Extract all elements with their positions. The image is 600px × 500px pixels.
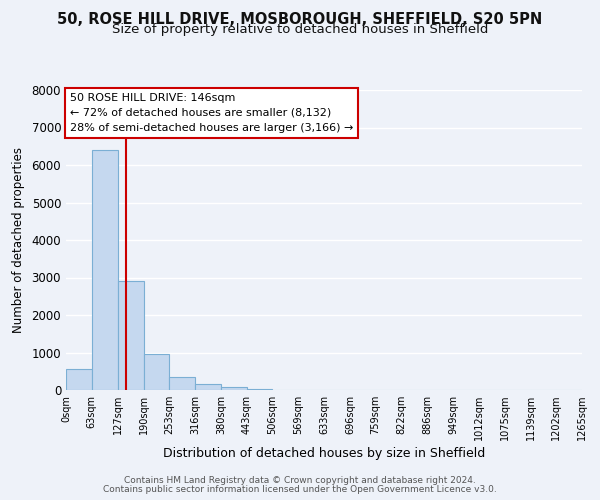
Bar <box>118 280 143 390</box>
Y-axis label: Number of detached properties: Number of detached properties <box>11 147 25 333</box>
Text: 50 ROSE HILL DRIVE: 146sqm
← 72% of detached houses are smaller (8,132)
28% of s: 50 ROSE HILL DRIVE: 146sqm ← 72% of deta… <box>70 93 353 132</box>
Bar <box>195 384 221 390</box>
Text: 50, ROSE HILL DRIVE, MOSBOROUGH, SHEFFIELD, S20 5PN: 50, ROSE HILL DRIVE, MOSBOROUGH, SHEFFIE… <box>58 12 542 28</box>
Bar <box>92 150 118 390</box>
Text: Contains public sector information licensed under the Open Government Licence v3: Contains public sector information licen… <box>103 485 497 494</box>
Bar <box>66 369 92 390</box>
Text: Contains HM Land Registry data © Crown copyright and database right 2024.: Contains HM Land Registry data © Crown c… <box>124 476 476 485</box>
X-axis label: Distribution of detached houses by size in Sheffield: Distribution of detached houses by size … <box>163 448 485 460</box>
Text: Size of property relative to detached houses in Sheffield: Size of property relative to detached ho… <box>112 24 488 36</box>
Bar <box>221 387 247 390</box>
Bar <box>169 377 195 390</box>
Bar <box>143 354 169 390</box>
Bar <box>247 388 272 390</box>
